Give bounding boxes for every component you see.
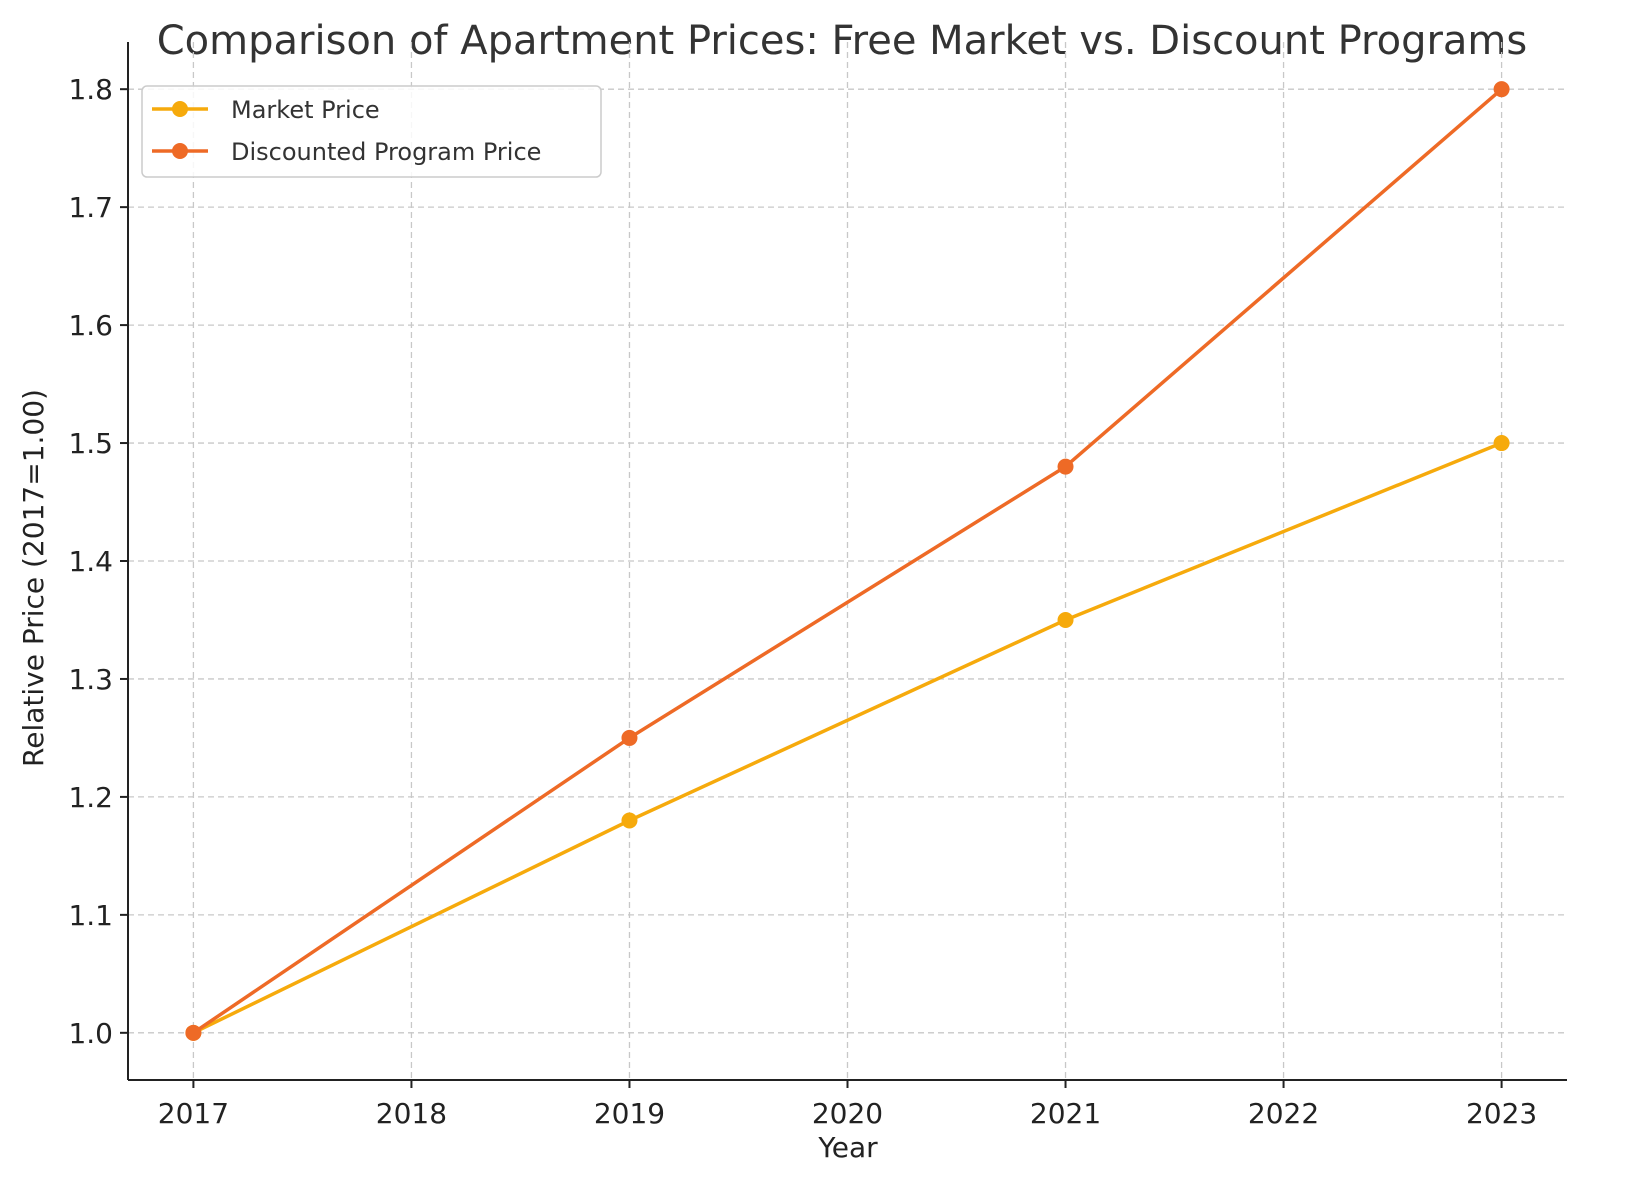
data-series bbox=[185, 81, 1510, 1041]
y-tick-label: 1.0 bbox=[68, 1017, 113, 1050]
x-axis-label: Year bbox=[817, 1131, 878, 1164]
grid-lines bbox=[128, 42, 1567, 1080]
data-point bbox=[621, 729, 638, 746]
x-tick-label: 2019 bbox=[594, 1097, 665, 1130]
y-tick-label: 1.5 bbox=[68, 427, 113, 460]
legend-items: Market Price Discounted Program Price bbox=[152, 96, 541, 166]
data-point bbox=[1493, 435, 1510, 452]
data-point bbox=[1057, 458, 1074, 475]
x-tick-label: 2022 bbox=[1248, 1097, 1319, 1130]
y-tick-label: 1.6 bbox=[68, 309, 113, 342]
y-tick-label: 1.7 bbox=[68, 191, 113, 224]
y-axis-ticks: 1.0 1.1 1.2 1.3 1.4 1.5 1.6 1.7 1.8 bbox=[68, 73, 128, 1050]
legend-marker bbox=[172, 101, 188, 117]
data-point bbox=[1493, 81, 1510, 98]
x-tick-label: 2023 bbox=[1466, 1097, 1537, 1130]
legend-label: Market Price bbox=[231, 96, 380, 124]
data-point bbox=[621, 812, 638, 829]
x-tick-label: 2017 bbox=[158, 1097, 229, 1130]
legend-marker bbox=[172, 143, 188, 159]
y-tick-label: 1.4 bbox=[68, 545, 113, 578]
chart-title: Comparison of Apartment Prices: Free Mar… bbox=[157, 18, 1528, 64]
legend: Market Price Discounted Program Price bbox=[141, 85, 602, 178]
series-line-0 bbox=[191, 441, 1504, 1035]
y-tick-label: 1.3 bbox=[68, 663, 113, 696]
legend-label: Discounted Program Price bbox=[231, 138, 541, 166]
y-tick-label: 1.2 bbox=[68, 781, 113, 814]
x-tick-label: 2018 bbox=[376, 1097, 447, 1130]
x-tick-label: 2020 bbox=[812, 1097, 883, 1130]
x-tick-label: 2021 bbox=[1030, 1097, 1101, 1130]
y-tick-label: 1.1 bbox=[68, 899, 113, 932]
data-point bbox=[1057, 611, 1074, 628]
data-point bbox=[185, 1024, 202, 1041]
y-axis-label: Relative Price (2017=1.00) bbox=[17, 389, 50, 767]
series-line-1 bbox=[191, 87, 1504, 1035]
y-tick-label: 1.8 bbox=[68, 73, 113, 106]
legend-box bbox=[141, 85, 602, 178]
x-axis-ticks: 2017 2018 2019 2020 2021 2022 2023 bbox=[158, 1080, 1537, 1130]
